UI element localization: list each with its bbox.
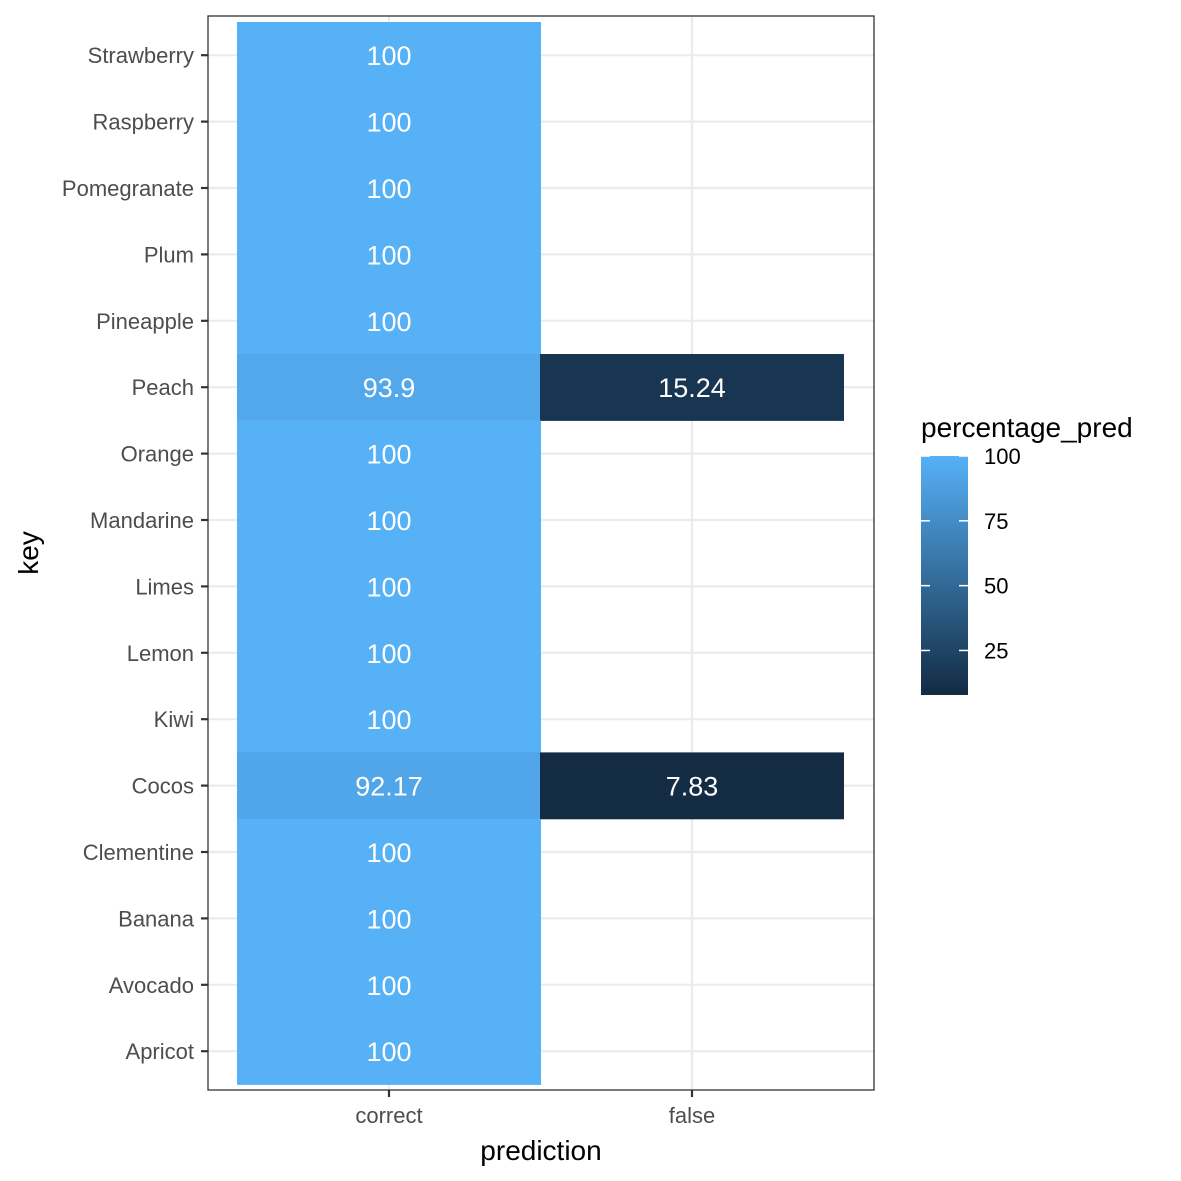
cell-cocos-false (540, 752, 844, 820)
cell-label-cocos-false: 7.83 (666, 772, 719, 802)
y-tick-label-clementine: Clementine (83, 840, 194, 865)
y-tick-label-limes: Limes (135, 574, 194, 599)
cell-peach-false (540, 354, 844, 421)
cell-kiwi-correct (237, 686, 541, 753)
cell-lemon-correct (237, 619, 541, 687)
y-tick-label-lemon: Lemon (127, 641, 194, 666)
legend-label-50: 50 (984, 574, 1008, 599)
cell-label-orange-correct: 100 (366, 440, 411, 470)
x-tick-label-correct: correct (355, 1103, 422, 1128)
cell-raspberry-correct (237, 88, 541, 156)
cell-avocado-correct (237, 951, 541, 1019)
cell-orange-correct (237, 420, 541, 488)
cell-label-limes-correct: 100 (366, 572, 411, 602)
cell-banana-correct (237, 885, 541, 953)
cell-label-apricot-correct: 100 (366, 1037, 411, 1067)
y-tick-label-avocado: Avocado (109, 973, 194, 998)
cell-plum-correct (237, 221, 541, 289)
y-tick-label-pineapple: Pineapple (96, 309, 194, 334)
y-tick-label-raspberry: Raspberry (93, 110, 194, 135)
y-tick-label-apricot: Apricot (126, 1039, 194, 1064)
cell-label-cocos-correct: 92.17 (355, 772, 423, 802)
x-tick-label-false: false (669, 1103, 715, 1128)
legend-label-100: 100 (984, 444, 1021, 469)
y-tick-label-orange: Orange (121, 442, 194, 467)
cell-pineapple-correct (237, 287, 541, 355)
cell-label-pineapple-correct: 100 (366, 307, 411, 337)
cell-label-pomegranate-correct: 100 (366, 174, 411, 204)
y-tick-label-kiwi: Kiwi (154, 707, 194, 732)
cell-label-peach-correct: 93.9 (363, 373, 416, 403)
y-tick-label-cocos: Cocos (132, 774, 194, 799)
legend-title: percentage_pred (921, 412, 1133, 443)
cell-label-raspberry-correct: 100 (366, 108, 411, 138)
color-legend: percentage_pred 100 75 50 25 (921, 412, 1133, 695)
cell-cocos-correct (237, 752, 541, 820)
legend-label-25: 25 (984, 638, 1008, 663)
cell-label-strawberry-correct: 100 (366, 41, 411, 71)
cell-label-lemon-correct: 100 (366, 639, 411, 669)
y-tick-label-banana: Banana (118, 906, 195, 931)
y-tick-label-pomegranate: Pomegranate (62, 176, 194, 201)
y-axis-title: key (13, 531, 44, 575)
y-tick-label-peach: Peach (132, 375, 194, 400)
axes: Strawberry Raspberry Pomegranate Plum Pineap… (62, 43, 715, 1128)
cell-peach-correct (237, 354, 541, 421)
cell-label-clementine-correct: 100 (366, 838, 411, 868)
x-axis-title: prediction (480, 1135, 601, 1166)
cell-strawberry-correct (237, 22, 541, 89)
panel-border (207, 15, 875, 1091)
cell-label-mandarine-correct: 100 (366, 506, 411, 536)
cell-label-plum-correct: 100 (366, 240, 411, 270)
cell-pomegranate-correct (237, 154, 541, 222)
y-tick-label-strawberry: Strawberry (88, 43, 194, 68)
cell-mandarine-correct (237, 486, 541, 554)
y-tick-label-mandarine: Mandarine (90, 508, 194, 533)
legend-label-75: 75 (984, 509, 1008, 534)
cell-limes-correct (237, 553, 541, 621)
heatmap-cells: 100 100 100 100 100 93.9 15.24 100 100 100 100 100 9… (237, 22, 844, 1085)
cell-label-banana-correct: 100 (366, 904, 411, 934)
cell-apricot-correct (237, 1018, 541, 1085)
legend-ticks: 100 75 50 25 (921, 444, 1021, 663)
legend-colorbar (921, 456, 968, 695)
cell-label-kiwi-correct: 100 (366, 705, 411, 735)
cell-label-avocado-correct: 100 (366, 971, 411, 1001)
cell-clementine-correct (237, 818, 541, 886)
y-tick-label-plum: Plum (144, 242, 194, 267)
cell-label-peach-false: 15.24 (658, 373, 726, 403)
